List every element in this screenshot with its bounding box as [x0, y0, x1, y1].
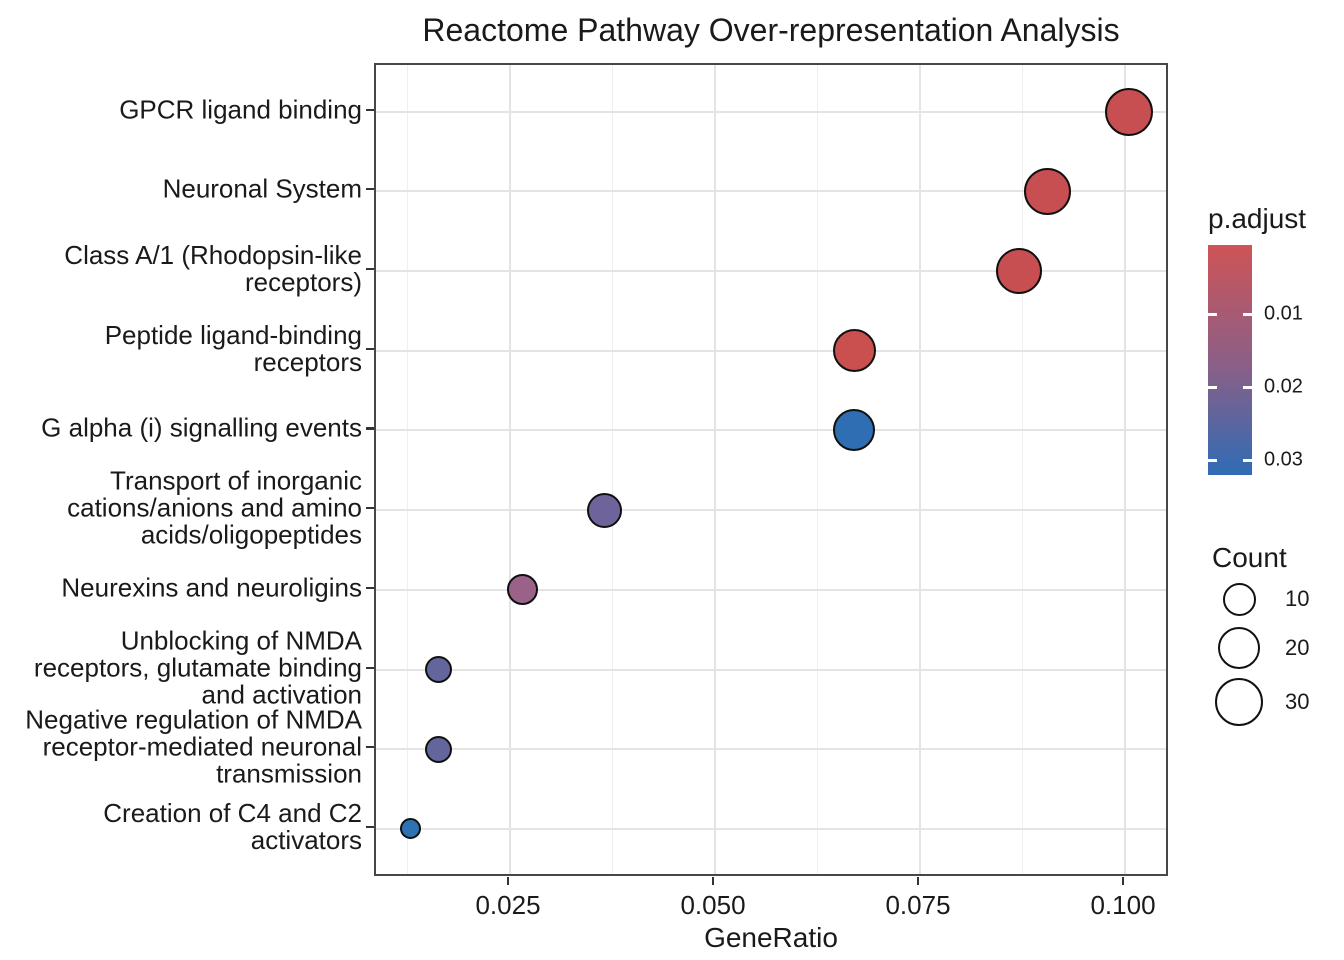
- count-legend-label: 20: [1285, 635, 1310, 660]
- gridline-minor: [1021, 65, 1024, 874]
- y-tick-mark: [366, 746, 374, 749]
- colorbar-tick-mark: [1243, 386, 1252, 389]
- gridline-row: [376, 827, 1166, 830]
- y-axis-label: Creation of C4 and C2 activators: [103, 797, 362, 855]
- x-tick-mark: [1122, 877, 1125, 885]
- data-point: [586, 492, 622, 528]
- y-tick-mark: [366, 188, 374, 191]
- data-point: [1105, 87, 1154, 136]
- colorbar-tick-label: 0.01: [1264, 302, 1303, 325]
- colorbar-tick-mark: [1208, 386, 1217, 389]
- y-axis-label: Neuronal System: [162, 173, 362, 204]
- gridline-row: [376, 668, 1166, 671]
- y-tick-mark: [366, 825, 374, 829]
- x-axis-title: GeneRatio: [704, 922, 838, 953]
- data-point: [425, 656, 453, 684]
- y-tick-mark: [366, 666, 374, 669]
- x-tick-mark: [917, 877, 920, 885]
- y-axis-label: Unblocking of NMDA receptors, glutamate …: [33, 625, 362, 710]
- colorbar-tick-label: 0.02: [1264, 375, 1303, 398]
- gridline-major: [919, 65, 921, 874]
- count-legend-circle: [1222, 582, 1256, 616]
- y-axis-label: Transport of inorganic cations/anions an…: [67, 465, 362, 550]
- gridline-row: [376, 509, 1166, 512]
- data-point: [425, 735, 453, 763]
- gridline-minor: [611, 65, 614, 874]
- colorbar-tick-label: 0.03: [1264, 448, 1303, 471]
- gridline-row: [376, 190, 1166, 193]
- x-tick-label: 0.100: [1090, 890, 1156, 920]
- colorbar-tick-mark: [1208, 313, 1217, 316]
- y-axis-label: G alpha (i) signalling events: [41, 412, 362, 443]
- count-legend-circle: [1215, 678, 1263, 726]
- chart-title: Reactome Pathway Over-representation Ana…: [422, 12, 1120, 48]
- padjust-colorbar: [1208, 245, 1252, 475]
- gridline-major: [1124, 65, 1126, 874]
- y-axis-label: GPCR ligand binding: [119, 94, 362, 125]
- y-axis-label: Negative regulation of NMDA receptor-med…: [25, 704, 362, 789]
- plot-panel: [374, 63, 1168, 876]
- x-tick-label: 0.075: [885, 890, 951, 920]
- data-point: [996, 248, 1043, 295]
- gridline-row: [376, 349, 1166, 352]
- gridline-row: [376, 588, 1166, 591]
- gridline-major: [509, 65, 511, 874]
- count-legend-label: 10: [1285, 586, 1310, 611]
- gridline-row: [376, 110, 1166, 113]
- y-tick-mark: [366, 268, 374, 271]
- y-tick-mark: [366, 586, 374, 590]
- x-tick-mark: [507, 877, 510, 885]
- gridline-row: [376, 270, 1166, 273]
- gridline-row: [376, 429, 1166, 432]
- data-point: [832, 329, 876, 373]
- y-tick-mark: [366, 108, 374, 111]
- y-axis-label: Class A/1 (Rhodopsin-like receptors): [64, 240, 362, 298]
- y-tick-mark: [366, 347, 374, 350]
- y-tick-mark: [366, 427, 374, 430]
- y-axis-label: Neurexins and neuroligins: [61, 572, 362, 603]
- x-tick-mark: [712, 877, 715, 885]
- data-point: [506, 574, 538, 606]
- colorbar-tick-mark: [1208, 459, 1217, 462]
- colorbar-tick-mark: [1243, 313, 1252, 316]
- gridline-row: [376, 748, 1166, 751]
- padjust-legend-title: p.adjust: [1208, 203, 1307, 234]
- data-point: [833, 409, 876, 452]
- gridline-minor: [816, 65, 819, 874]
- data-point: [400, 818, 422, 840]
- x-tick-label: 0.050: [680, 890, 746, 920]
- gridline-minor: [406, 65, 409, 874]
- gridline-major: [714, 65, 716, 874]
- count-legend-title: Count: [1212, 542, 1287, 573]
- y-axis-label: Peptide ligand-binding receptors: [104, 319, 362, 377]
- count-legend-circle: [1218, 627, 1260, 669]
- count-legend-label: 30: [1285, 689, 1310, 714]
- colorbar-tick-mark: [1243, 459, 1252, 462]
- data-point: [1023, 167, 1071, 215]
- y-tick-mark: [366, 507, 374, 510]
- x-tick-label: 0.025: [475, 890, 541, 920]
